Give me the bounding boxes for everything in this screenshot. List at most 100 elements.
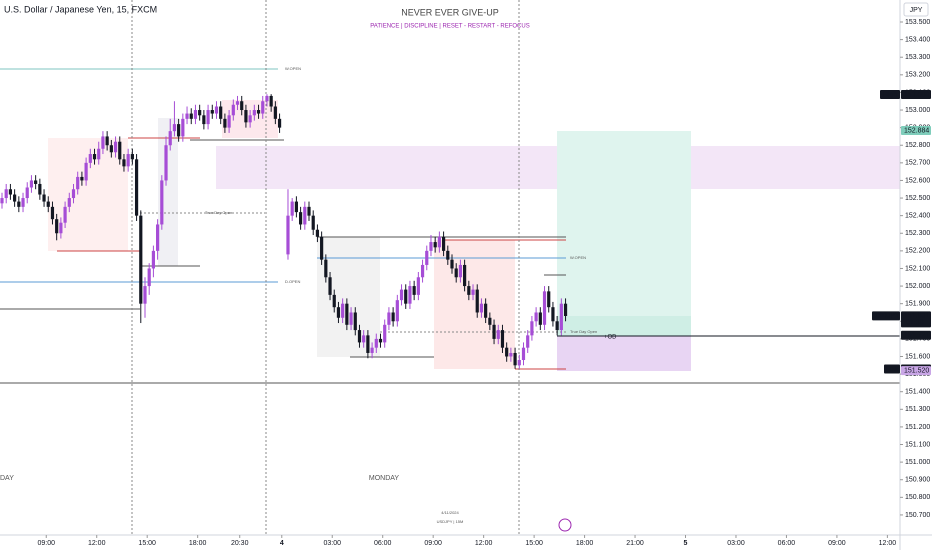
candle-body	[277, 118, 282, 128]
price-tag-name-box	[884, 364, 900, 374]
x-tick-label: 18:00	[189, 540, 207, 547]
candle-body	[126, 154, 130, 167]
price-tag-label: 152.884	[904, 127, 929, 134]
candle-body	[252, 110, 256, 116]
candle-body	[21, 198, 25, 207]
candle-body	[189, 113, 193, 119]
level-label: W.OPEN	[285, 66, 301, 71]
candle-body	[463, 264, 467, 287]
candle-body	[269, 95, 273, 107]
price-tag-label: 151.831	[904, 313, 929, 320]
candle-body	[4, 189, 8, 199]
candle-body	[156, 224, 160, 251]
y-tick-label: 153.400	[905, 36, 930, 43]
candle-body	[437, 236, 441, 248]
candle-body	[530, 321, 534, 336]
x-tick-label: 03:00	[323, 540, 341, 547]
candle-body	[404, 289, 408, 304]
candle-body	[71, 189, 76, 199]
price-tag	[901, 125, 931, 135]
price-tag-name-box	[872, 311, 900, 321]
candle-body	[118, 141, 122, 160]
candle-body	[130, 154, 134, 160]
candle-body	[353, 312, 357, 331]
y-tick-label: 150.900	[905, 477, 930, 484]
candle-body	[345, 303, 349, 325]
candle-body	[399, 289, 404, 301]
currency-box[interactable]	[903, 2, 929, 17]
candle-body	[59, 222, 63, 234]
candle-body	[391, 312, 395, 322]
candle-body	[101, 136, 105, 149]
chart-title: U.S. Dollar / Japanese Yen, 15, FXCM	[4, 4, 157, 14]
candle-body	[450, 259, 454, 269]
candle-body	[341, 303, 345, 318]
candle-body	[555, 321, 559, 331]
candle-body	[214, 106, 219, 114]
candle-body	[256, 110, 261, 114]
candle-body	[298, 212, 303, 225]
candle-body	[542, 291, 547, 325]
candle-body	[193, 110, 198, 119]
flash-icon[interactable]	[558, 518, 572, 532]
candle-body	[441, 236, 446, 251]
y-tick-label: 152.100	[905, 265, 930, 272]
candle-body	[235, 101, 240, 105]
candle-body	[387, 312, 391, 325]
candle-body	[534, 312, 538, 322]
candle-body	[395, 300, 399, 322]
candle-body	[17, 201, 21, 207]
level-label: True Day Open	[570, 329, 597, 334]
candle-body	[475, 289, 479, 313]
candle-body	[105, 136, 109, 146]
y-tick-label: 152.700	[905, 160, 930, 167]
candle-body	[307, 206, 311, 216]
candle-body	[547, 291, 551, 308]
candle-body	[484, 303, 488, 318]
y-tick-label: 152.200	[905, 248, 930, 255]
candle-body	[517, 360, 521, 366]
candle-body	[160, 180, 164, 225]
candle-body	[513, 352, 517, 366]
candle-body	[509, 352, 513, 357]
candle-body	[227, 115, 231, 128]
candle-body	[0, 198, 4, 204]
target-zone	[557, 131, 691, 316]
x-tick-label: 09:00	[424, 540, 442, 547]
y-tick-label: 152.400	[905, 212, 930, 219]
x-tick-label: 15:00	[525, 540, 543, 547]
candle-body	[479, 303, 484, 313]
headline: NEVER EVER GIVE-UP	[401, 7, 499, 17]
candle-body	[240, 101, 244, 111]
candle-body	[454, 268, 458, 278]
candle-body	[248, 115, 252, 123]
price-tag-name-box	[880, 90, 900, 100]
candle-body	[551, 307, 555, 322]
candle-body	[147, 268, 151, 287]
x-tick-label: 12:00	[879, 540, 897, 547]
x-tick-label: 21:00	[626, 540, 644, 547]
candle-body	[563, 303, 568, 317]
price-tag	[901, 366, 931, 376]
candle-body	[467, 286, 471, 295]
candle-body	[88, 154, 92, 163]
stop-zone	[557, 336, 691, 371]
candle-body	[164, 145, 168, 181]
x-tick-label: 18:00	[576, 540, 594, 547]
candle-body	[458, 264, 463, 278]
candle-body	[25, 187, 29, 199]
zones	[48, 100, 900, 371]
candle-body	[505, 347, 509, 357]
x-tick-label: 20:30	[231, 540, 249, 547]
candle-body	[151, 250, 156, 269]
candle-body	[366, 335, 370, 353]
level-label: W.OPEN	[570, 255, 586, 260]
price-axis	[900, 0, 932, 550]
candle-body	[420, 264, 425, 278]
candle-body	[433, 242, 437, 248]
candle-body	[42, 194, 46, 202]
price-tag-name: High	[883, 91, 898, 98]
x-tick-label: 15:00	[138, 540, 156, 547]
currency: JPY	[910, 7, 923, 14]
price-tag-name: Low	[886, 366, 900, 373]
